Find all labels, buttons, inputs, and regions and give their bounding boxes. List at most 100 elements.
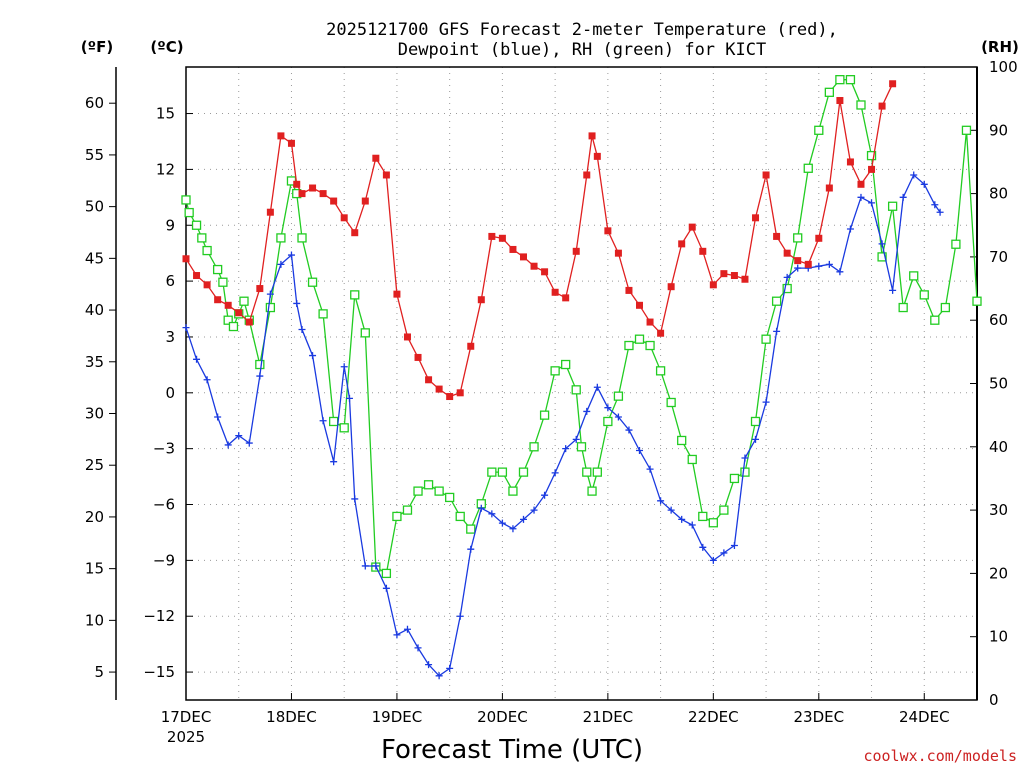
2-meter-temperature-point xyxy=(815,234,823,242)
2-meter-temperature-point xyxy=(361,197,369,205)
dewpoint-point xyxy=(551,469,559,477)
fahrenheit-tick-label: 30 xyxy=(85,404,104,422)
2-meter-temperature-point xyxy=(783,249,791,257)
rh-tick-label: 20 xyxy=(989,564,1008,582)
relative-humidity-point xyxy=(930,315,940,325)
dewpoint-point xyxy=(435,672,443,680)
fahrenheit-tick-label: 25 xyxy=(85,456,104,474)
relative-humidity-point xyxy=(729,473,740,484)
dewpoint-point xyxy=(214,413,222,421)
dewpoint-point xyxy=(382,584,390,592)
rh-tick-label: 80 xyxy=(989,185,1008,203)
2-meter-temperature-point xyxy=(530,262,538,270)
dewpoint-point xyxy=(519,515,527,523)
fahrenheit-tick-label: 55 xyxy=(85,146,104,164)
fahrenheit-tick-label: 35 xyxy=(85,353,104,371)
dewpoint-point xyxy=(193,355,201,363)
relative-humidity-point xyxy=(803,163,813,173)
relative-humidity-point xyxy=(297,233,307,243)
dewpoint-point xyxy=(667,506,675,514)
2-meter-temperature-point xyxy=(372,154,380,162)
dewpoint-point xyxy=(319,417,327,425)
2-meter-temperature-point xyxy=(425,376,433,384)
dewpoint-point xyxy=(467,545,475,553)
dewpoint-point xyxy=(293,299,301,307)
relative-humidity-point xyxy=(202,245,212,256)
relative-humidity-point xyxy=(856,100,866,110)
dewpoint-point xyxy=(245,439,253,447)
2-meter-temperature-point xyxy=(488,232,496,240)
2-meter-temperature-point xyxy=(467,342,475,350)
relative-humidity-point xyxy=(529,442,539,452)
dewpoint-point xyxy=(583,407,591,415)
2-meter-temperature-point xyxy=(551,288,559,296)
celsius-tick-label: −9 xyxy=(153,551,175,569)
dewpoint-point xyxy=(345,394,353,402)
celsius-tick-label: 9 xyxy=(165,216,175,234)
relative-humidity-point xyxy=(814,125,824,135)
relative-humidity-point xyxy=(645,340,655,351)
rh-unit-label: (RH) xyxy=(981,38,1019,56)
dewpoint-point xyxy=(699,543,707,551)
dewpoint-point xyxy=(783,273,791,281)
2-meter-temperature-point xyxy=(541,268,549,276)
2-meter-temperature-point xyxy=(266,208,274,216)
2-meter-temperature-point xyxy=(657,329,665,337)
time-tick-year: 2025 xyxy=(167,728,205,746)
relative-humidity-point xyxy=(972,296,982,306)
dewpoint-point xyxy=(277,260,285,268)
rh-tick-label: 50 xyxy=(989,375,1008,393)
relative-humidity-point xyxy=(255,359,265,370)
dewpoint-point xyxy=(604,404,612,412)
relative-humidity-point xyxy=(576,442,587,452)
2-meter-temperature-point xyxy=(636,301,644,309)
fahrenheit-tick-label: 45 xyxy=(85,249,104,267)
relative-humidity-point xyxy=(402,505,413,515)
relative-humidity-point xyxy=(835,75,845,85)
dewpoint-point xyxy=(889,286,897,294)
dewpoint-series xyxy=(182,171,944,680)
time-tick-label: 20DEC xyxy=(477,708,528,726)
relative-humidity-point xyxy=(191,220,202,230)
relative-humidity-point xyxy=(350,290,360,300)
celsius-tick-label: 15 xyxy=(156,105,175,123)
2-meter-temperature-point xyxy=(646,318,654,326)
relative-humidity-point xyxy=(655,366,666,376)
relative-humidity-point xyxy=(223,315,233,325)
relative-humidity-point xyxy=(951,239,961,249)
fahrenheit-tick-label: 20 xyxy=(85,508,104,526)
dewpoint-point xyxy=(361,562,369,570)
dewpoint-point xyxy=(562,445,570,453)
2-meter-temperature-point xyxy=(804,260,812,268)
2-meter-temperature-point xyxy=(414,353,422,361)
2-meter-temperature-point xyxy=(730,272,738,280)
rh-tick-label: 70 xyxy=(989,248,1008,266)
fahrenheit-tick-label: 10 xyxy=(85,611,104,629)
celsius-tick-label: −3 xyxy=(153,440,175,458)
celsius-tick-label: −12 xyxy=(143,607,175,625)
2-meter-temperature-point xyxy=(330,197,338,205)
dewpoint-point xyxy=(351,495,359,503)
relative-humidity-point xyxy=(329,416,339,427)
dewpoint-point xyxy=(414,644,422,652)
dewpoint-point xyxy=(530,506,538,514)
relative-humidity-point xyxy=(218,277,228,287)
2-meter-temperature-point xyxy=(298,190,306,198)
2-meter-temperature-point xyxy=(498,234,506,242)
fahrenheit-tick-label: 15 xyxy=(85,560,104,578)
dewpoint-point xyxy=(836,268,844,276)
relative-humidity-point xyxy=(887,201,898,211)
2-meter-temperature-point xyxy=(277,132,285,140)
2-meter-temperature-point xyxy=(435,385,443,393)
relative-humidity-point xyxy=(698,511,708,522)
relative-humidity-point xyxy=(276,233,286,243)
rh-tick-label: 30 xyxy=(989,501,1008,519)
dewpoint-point xyxy=(657,497,665,505)
relative-humidity-point xyxy=(184,207,194,218)
relative-humidity-point xyxy=(771,296,782,306)
dewpoint-point xyxy=(931,201,939,209)
dewpoint-point xyxy=(224,441,232,449)
relative-humidity-point xyxy=(877,252,887,262)
2-meter-temperature-point xyxy=(562,294,570,302)
dewpoint-point xyxy=(266,290,274,298)
